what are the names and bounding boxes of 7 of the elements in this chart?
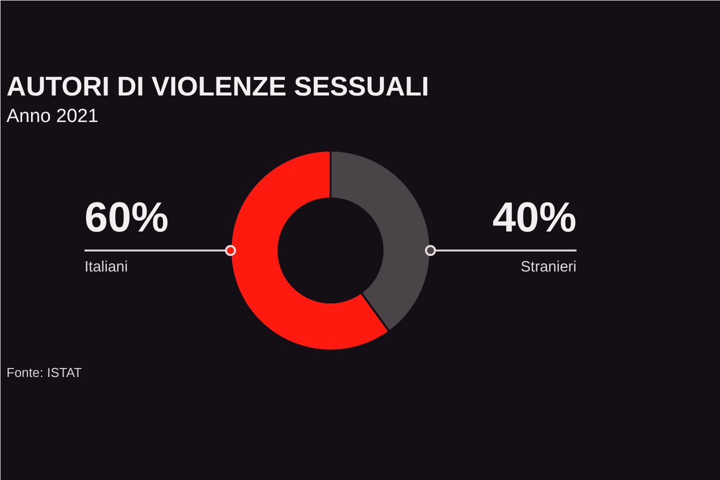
slice-label: Stranieri — [520, 258, 577, 276]
data-label: 60% — [84, 194, 169, 240]
source-note: Fonte: ISTAT — [6, 365, 82, 380]
chart-subtitle: Anno 2021 — [6, 106, 98, 127]
chart-title: AUTORI DI VIOLENZE SESSUALI — [6, 72, 430, 102]
slice-label: Italiani — [84, 258, 128, 276]
data-label: 40% — [492, 194, 576, 240]
